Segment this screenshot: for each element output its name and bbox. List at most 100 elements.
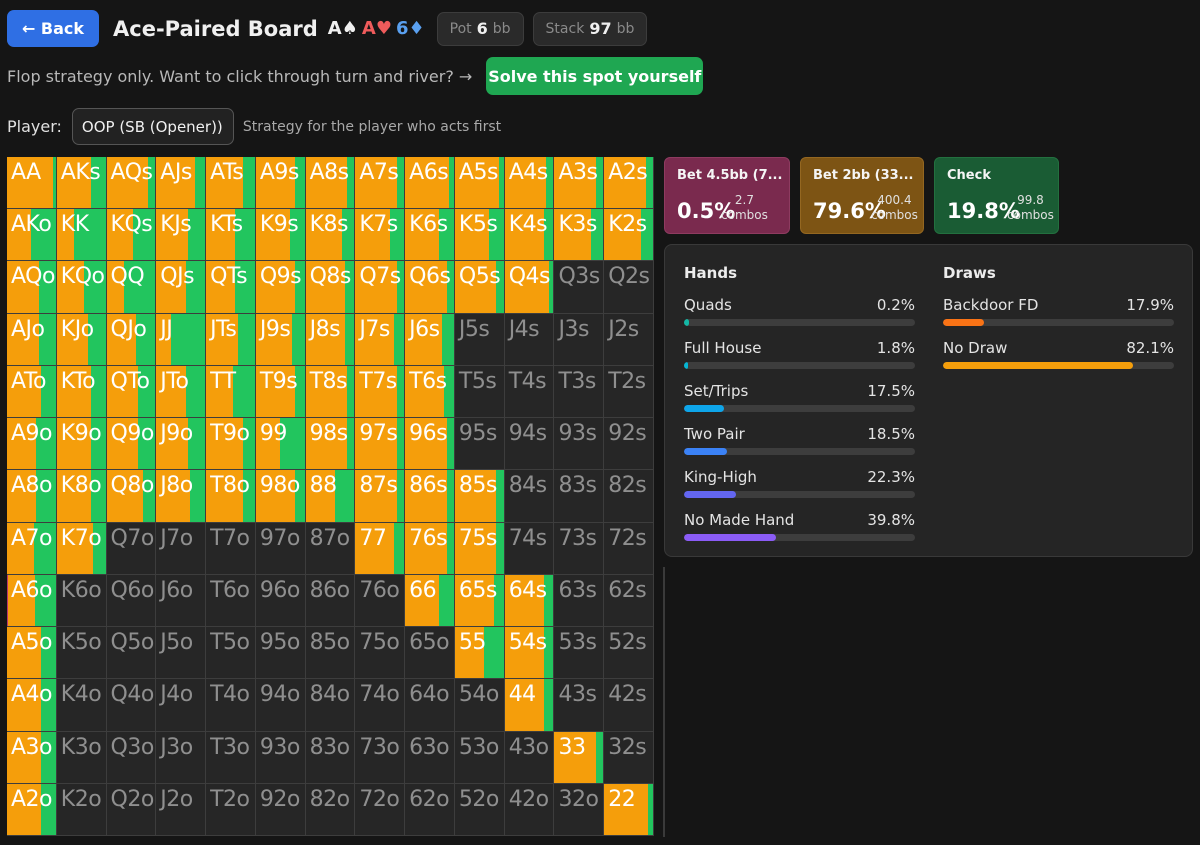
hand-cell[interactable]: K3s — [554, 209, 605, 262]
hand-cell[interactable]: 98o — [255, 470, 306, 523]
hand-cell[interactable]: Q9s — [255, 261, 306, 314]
hand-cell[interactable]: K4s — [504, 209, 555, 262]
hand-cell[interactable]: K6s — [405, 209, 455, 262]
action-card[interactable]: Check 19.8% 99.8 combos — [934, 157, 1059, 234]
hand-cell[interactable]: 85s — [454, 470, 505, 523]
hand-cell[interactable]: AKo — [7, 209, 57, 262]
hand-cell[interactable]: K9o — [56, 418, 107, 471]
hand-cell[interactable]: 52o — [454, 783, 505, 836]
hand-cell[interactable]: A6s — [405, 157, 455, 210]
hand-cell[interactable]: J6s — [405, 313, 455, 366]
hand-cell[interactable]: T3s — [554, 365, 605, 419]
hand-cell[interactable]: 53o — [454, 731, 505, 784]
hand-cell[interactable]: K9s — [255, 209, 306, 262]
hand-cell[interactable]: 84o — [305, 679, 356, 732]
hand-cell[interactable]: J5s — [454, 313, 505, 366]
hand-cell[interactable]: 54o — [454, 679, 505, 732]
hand-cell[interactable]: 98s — [305, 418, 356, 471]
hand-cell[interactable]: Q5s — [454, 261, 505, 314]
hand-cell[interactable]: 44 — [504, 679, 555, 732]
hand-cell[interactable]: 22 — [604, 783, 654, 836]
hand-cell[interactable]: ATo — [7, 365, 57, 419]
hand-cell[interactable]: J2o — [156, 783, 207, 836]
hand-cell[interactable]: KQo — [56, 261, 107, 314]
hand-cell[interactable]: 64s — [504, 574, 555, 628]
hand-cell[interactable]: 97s — [355, 418, 406, 471]
hand-cell[interactable]: AJo — [7, 313, 57, 366]
hand-cell[interactable]: Q4s — [504, 261, 555, 314]
hand-cell[interactable]: JTo — [156, 365, 207, 419]
hand-cell[interactable]: T6o — [206, 574, 256, 628]
hand-cell[interactable]: QJo — [106, 313, 157, 366]
hand-cell[interactable]: 42s — [604, 679, 654, 732]
back-button[interactable]: ← Back — [7, 10, 99, 47]
hand-cell[interactable]: 52s — [604, 627, 654, 680]
hand-cell[interactable]: 84s — [504, 470, 555, 523]
hand-cell[interactable]: QTs — [206, 261, 256, 314]
hand-cell[interactable]: 95s — [454, 418, 505, 471]
hand-cell[interactable]: 65o — [405, 627, 455, 680]
hand-cell[interactable]: Q6s — [405, 261, 455, 314]
hand-cell[interactable]: T9s — [255, 365, 306, 419]
hand-cell[interactable]: K6o — [56, 574, 107, 628]
hand-cell[interactable]: T9o — [206, 418, 256, 471]
hand-cell[interactable]: 43o — [504, 731, 555, 784]
hand-cell[interactable]: KTo — [56, 365, 107, 419]
hand-cell[interactable]: 66 — [405, 574, 455, 628]
hand-cell[interactable]: A8o — [7, 470, 57, 523]
hand-cell[interactable]: Q5o — [106, 627, 157, 680]
hand-cell[interactable]: 63o — [405, 731, 455, 784]
hand-cell[interactable]: 93o — [255, 731, 306, 784]
hand-cell[interactable]: Q2o — [106, 783, 157, 836]
hand-cell[interactable]: K8o — [56, 470, 107, 523]
hand-cell[interactable]: K4o — [56, 679, 107, 732]
hand-cell[interactable]: T5s — [454, 365, 505, 419]
hand-cell[interactable]: 62s — [604, 574, 654, 628]
hand-cell[interactable]: AKs — [56, 157, 107, 210]
hand-cell[interactable]: 77 — [355, 522, 406, 575]
hand-cell[interactable]: 93s — [554, 418, 605, 471]
hand-cell[interactable]: 54s — [504, 627, 555, 680]
hand-cell[interactable]: T7o — [206, 522, 256, 575]
hand-cell[interactable]: KJo — [56, 313, 107, 366]
hand-cell[interactable]: 63s — [554, 574, 605, 628]
action-card[interactable]: Bet 4.5bb (7... 0.5% 2.7 combos — [664, 157, 790, 234]
hand-cell[interactable]: A8s — [305, 157, 356, 210]
hand-cell[interactable]: TT — [206, 365, 256, 419]
hand-cell[interactable]: KK — [56, 209, 107, 262]
hand-cell[interactable]: 83s — [554, 470, 605, 523]
hand-cell[interactable]: Q3o — [106, 731, 157, 784]
hand-cell[interactable]: AJs — [156, 157, 207, 210]
hand-cell[interactable]: J6o — [156, 574, 207, 628]
hand-cell[interactable]: Q3s — [554, 261, 605, 314]
action-card[interactable]: Bet 2bb (33... 79.6% 400.4 combos — [800, 157, 924, 234]
hand-cell[interactable]: JJ — [156, 313, 207, 366]
hand-cell[interactable]: 32o — [554, 783, 605, 836]
hand-cell[interactable]: Q8s — [305, 261, 356, 314]
hand-cell[interactable]: A7s — [355, 157, 406, 210]
hand-cell[interactable]: Q7s — [355, 261, 406, 314]
hand-cell[interactable]: Q8o — [106, 470, 157, 523]
hand-cell[interactable]: 43s — [554, 679, 605, 732]
hand-cell[interactable]: T6s — [405, 365, 455, 419]
hand-cell[interactable]: T4s — [504, 365, 555, 419]
hand-cell[interactable]: A4o — [7, 679, 57, 732]
hand-cell[interactable]: J8s — [305, 313, 356, 366]
hand-cell[interactable]: T7s — [355, 365, 406, 419]
hand-cell[interactable]: 73o — [355, 731, 406, 784]
solve-spot-button[interactable]: Solve this spot yourself — [486, 57, 704, 95]
hand-cell[interactable]: KQs — [106, 209, 157, 262]
hand-cell[interactable]: K5o — [56, 627, 107, 680]
hand-cell[interactable]: T2s — [604, 365, 654, 419]
hand-cell[interactable]: A6o — [7, 574, 57, 628]
hand-cell[interactable]: 92s — [604, 418, 654, 471]
hand-cell[interactable]: K7s — [355, 209, 406, 262]
hand-cell[interactable]: 74o — [355, 679, 406, 732]
hand-cell[interactable]: 73s — [554, 522, 605, 575]
hand-cell[interactable]: A3o — [7, 731, 57, 784]
hand-cell[interactable]: J9o — [156, 418, 207, 471]
hand-cell[interactable]: QJs — [156, 261, 207, 314]
hand-cell[interactable]: 85o — [305, 627, 356, 680]
hand-cell[interactable]: A2s — [604, 157, 654, 210]
hand-cell[interactable]: 96s — [405, 418, 455, 471]
